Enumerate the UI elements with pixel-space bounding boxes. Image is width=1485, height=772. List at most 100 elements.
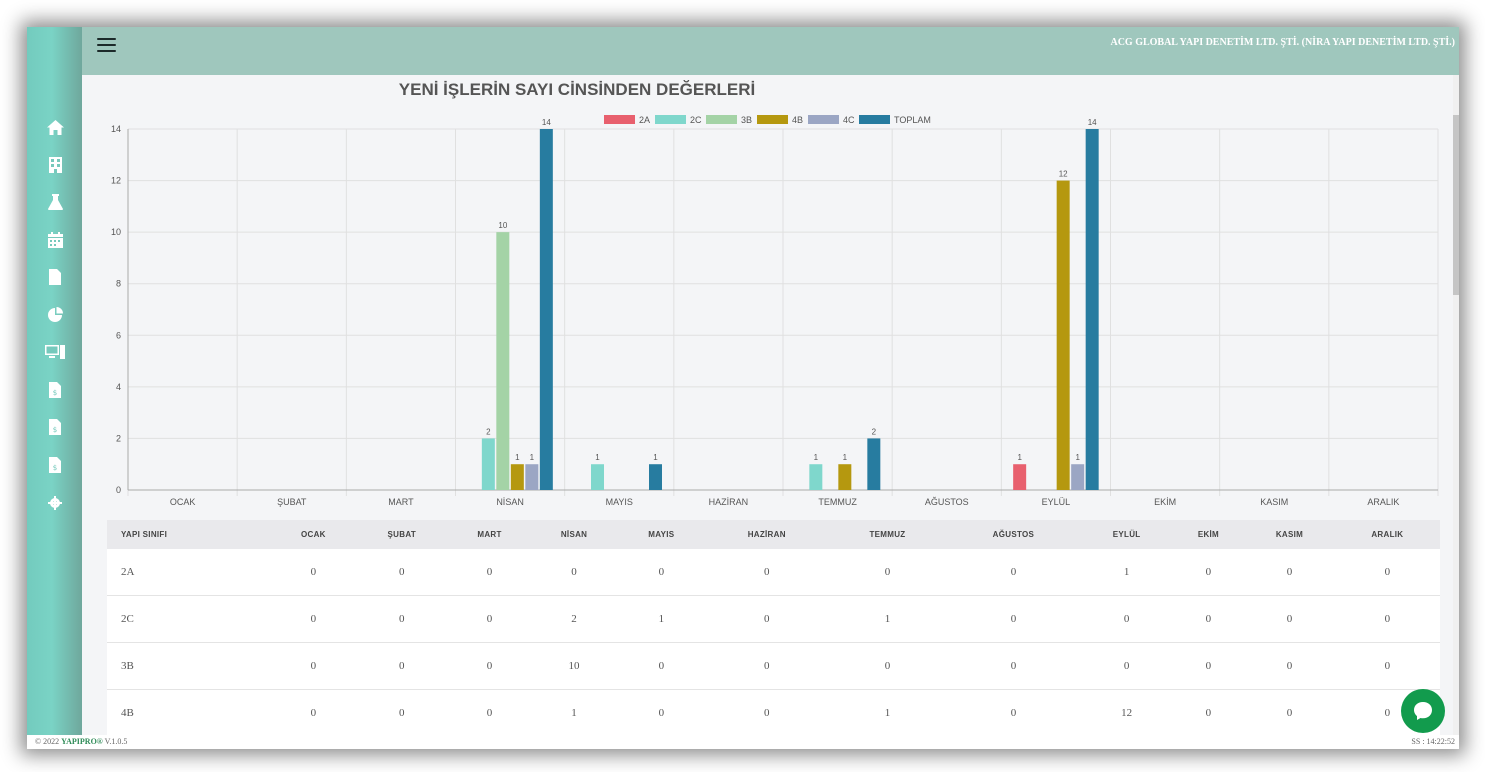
column-header-month[interactable]: HAZİRAN — [704, 520, 829, 549]
x-tick-label: NİSAN — [496, 497, 524, 507]
scrollbar[interactable] — [1453, 75, 1459, 735]
chat-button[interactable] — [1401, 689, 1445, 733]
legend-label: 4C — [843, 115, 855, 125]
column-header-month[interactable]: MART — [448, 520, 531, 549]
svg-text:$: $ — [53, 389, 57, 397]
computers-icon[interactable] — [45, 342, 65, 362]
table-cell-value: 0 — [1172, 595, 1245, 643]
file-invoice-icon[interactable]: $ — [45, 417, 65, 437]
file-invoice-icon[interactable]: $ — [45, 380, 65, 400]
column-header-month[interactable]: EKİM — [1172, 520, 1245, 549]
column-header-month[interactable]: ARALIK — [1334, 520, 1440, 549]
column-header-month[interactable]: KASIM — [1244, 520, 1335, 549]
menu-toggle-icon[interactable] — [97, 38, 116, 53]
y-tick-label: 12 — [111, 176, 121, 186]
data-label: 1 — [653, 453, 658, 462]
table-row: 2A 0 0 0 0 0 0 0 0 1 0 0 0 — [107, 549, 1440, 596]
home-icon[interactable] — [45, 117, 65, 137]
svg-text:$: $ — [53, 464, 57, 472]
table-cell-value: 0 — [448, 689, 531, 735]
top-bar: ACG GLOBAL YAPI DENETİM LTD. ŞTİ. (NİRA … — [82, 27, 1459, 75]
table-cell-class: 4B — [107, 689, 272, 735]
y-tick-label: 14 — [111, 124, 121, 134]
calendar-icon[interactable] — [45, 230, 65, 250]
table-cell-value: 0 — [1334, 642, 1440, 690]
table-cell-value: 0 — [946, 689, 1081, 735]
table-cell-value: 0 — [448, 595, 531, 643]
table-cell-class: 3B — [107, 642, 272, 690]
table-cell-value: 0 — [617, 689, 705, 735]
table-cell-value: 0 — [354, 549, 449, 596]
table-body: 2A 0 0 0 0 0 0 0 0 1 0 0 0 2C 0 0 0 2 1 0 1 0 0 0 0 0 3B 0 0 0 10 0 0 0 0 0… — [107, 549, 1440, 735]
column-header-month[interactable]: EYLÜL — [1080, 520, 1173, 549]
y-tick-label: 2 — [116, 433, 121, 443]
file-icon[interactable] — [45, 267, 65, 287]
x-tick-label: AĞUSTOS — [925, 497, 969, 507]
company-name: ACG GLOBAL YAPI DENETİM LTD. ŞTİ. (NİRA … — [1110, 37, 1455, 48]
x-tick-label: KASIM — [1260, 497, 1288, 507]
y-tick-label: 8 — [116, 279, 121, 289]
data-label: 2 — [486, 427, 491, 436]
column-header-month[interactable]: MAYIS — [617, 520, 705, 549]
table-cell-value: 10 — [530, 642, 618, 690]
data-label: 10 — [498, 221, 507, 230]
column-header-class[interactable]: YAPI SINIFI — [107, 520, 272, 549]
table-cell-value: 0 — [617, 642, 705, 690]
data-label: 1 — [843, 453, 848, 462]
flask-icon[interactable] — [45, 192, 65, 212]
table-row: 3B 0 0 0 10 0 0 0 0 0 0 0 0 — [107, 642, 1440, 690]
column-header-month[interactable]: TEMMUZ — [828, 520, 947, 549]
table-cell-value: 0 — [448, 549, 531, 596]
x-tick-label: ARALIK — [1367, 497, 1399, 507]
bar-toplam — [539, 129, 553, 490]
y-tick-label: 4 — [116, 382, 121, 392]
y-tick-label: 10 — [111, 227, 121, 237]
table-cell-value: 0 — [1244, 689, 1335, 735]
table-cell-value: 0 — [1172, 642, 1245, 690]
data-label: 12 — [1059, 170, 1068, 179]
bar-3b — [496, 232, 510, 490]
data-label: 14 — [1088, 118, 1097, 127]
app-window: $ $ $ ACG GLOBAL YAPI DENETİM LTD. ŞTİ. … — [27, 27, 1459, 749]
column-header-month[interactable]: AĞUSTOS — [946, 520, 1081, 549]
scrollbar-thumb[interactable] — [1453, 115, 1459, 295]
table-cell-value: 0 — [1334, 595, 1440, 643]
table-cell-value: 1 — [1080, 549, 1173, 596]
bar-4c — [525, 464, 539, 490]
table-cell-value: 1 — [617, 595, 705, 643]
table-cell-value: 1 — [828, 689, 947, 735]
column-header-month[interactable]: NİSAN — [530, 520, 618, 549]
table-cell-value: 0 — [448, 642, 531, 690]
pie-chart-icon[interactable] — [45, 305, 65, 325]
legend-label: 4B — [792, 115, 803, 125]
x-tick-label: TEMMUZ — [818, 497, 857, 507]
table-cell-value: 0 — [946, 595, 1081, 643]
table-cell-value: 0 — [1172, 549, 1245, 596]
legend-label: 3B — [741, 115, 752, 125]
x-tick-label: ŞUBAT — [277, 497, 307, 507]
bar-toplam — [1085, 129, 1099, 490]
bar-2c — [481, 438, 495, 490]
legend-swatch — [808, 115, 839, 124]
footer-clock: SS : 14:22:52 — [1411, 737, 1455, 746]
table-row: 2C 0 0 0 2 1 0 1 0 0 0 0 0 — [107, 595, 1440, 643]
column-header-month[interactable]: ŞUBAT — [354, 520, 449, 549]
footer-copyright: © 2022 — [35, 737, 60, 746]
file-invoice-icon[interactable]: $ — [45, 455, 65, 475]
table-cell-value: 1 — [530, 689, 618, 735]
table-cell-value: 0 — [946, 549, 1081, 596]
footer: © 2022 YAPIPRO® V.1.0.5 SS : 14:22:52 — [27, 735, 1459, 749]
table-cell-value: 2 — [530, 595, 618, 643]
table-cell-class: 2C — [107, 595, 272, 643]
column-header-month[interactable]: OCAK — [272, 520, 355, 549]
table-cell-value: 0 — [1080, 642, 1173, 690]
gear-icon[interactable] — [45, 493, 65, 513]
legend-label: TOPLAM — [894, 115, 931, 125]
x-tick-label: EKİM — [1154, 497, 1176, 507]
table-cell-value: 0 — [704, 689, 829, 735]
table-cell-value: 1 — [828, 595, 947, 643]
building-icon[interactable] — [45, 155, 65, 175]
data-label: 1 — [530, 453, 535, 462]
y-tick-label: 6 — [116, 330, 121, 340]
